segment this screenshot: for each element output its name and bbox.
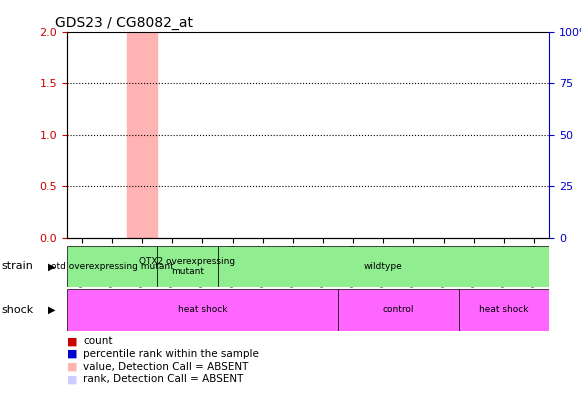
Text: ■: ■ [67,374,77,385]
Text: shock: shock [1,305,34,315]
Bar [67,289,338,331]
Text: ■: ■ [67,349,77,359]
Text: rank, Detection Call = ABSENT: rank, Detection Call = ABSENT [83,374,243,385]
Text: GDS23 / CG8082_at: GDS23 / CG8082_at [55,16,193,30]
Text: control: control [383,305,414,314]
Text: ▶: ▶ [48,261,56,271]
Bar [338,289,458,331]
Bar [127,32,157,238]
Text: otd overexpressing mutant: otd overexpressing mutant [51,262,173,271]
Text: strain: strain [1,261,33,271]
Text: wildtype: wildtype [364,262,403,271]
Text: heat shock: heat shock [178,305,227,314]
Text: ■: ■ [67,362,77,372]
Bar [458,289,549,331]
Bar [67,246,157,287]
Text: heat shock: heat shock [479,305,529,314]
Text: percentile rank within the sample: percentile rank within the sample [83,349,259,359]
Text: ▶: ▶ [48,305,56,315]
Text: OTX2 overexpressing
mutant: OTX2 overexpressing mutant [139,257,235,276]
Bar [157,246,217,287]
Text: ■: ■ [67,336,77,346]
Text: count: count [83,336,113,346]
Text: value, Detection Call = ABSENT: value, Detection Call = ABSENT [83,362,249,372]
Bar [217,246,549,287]
